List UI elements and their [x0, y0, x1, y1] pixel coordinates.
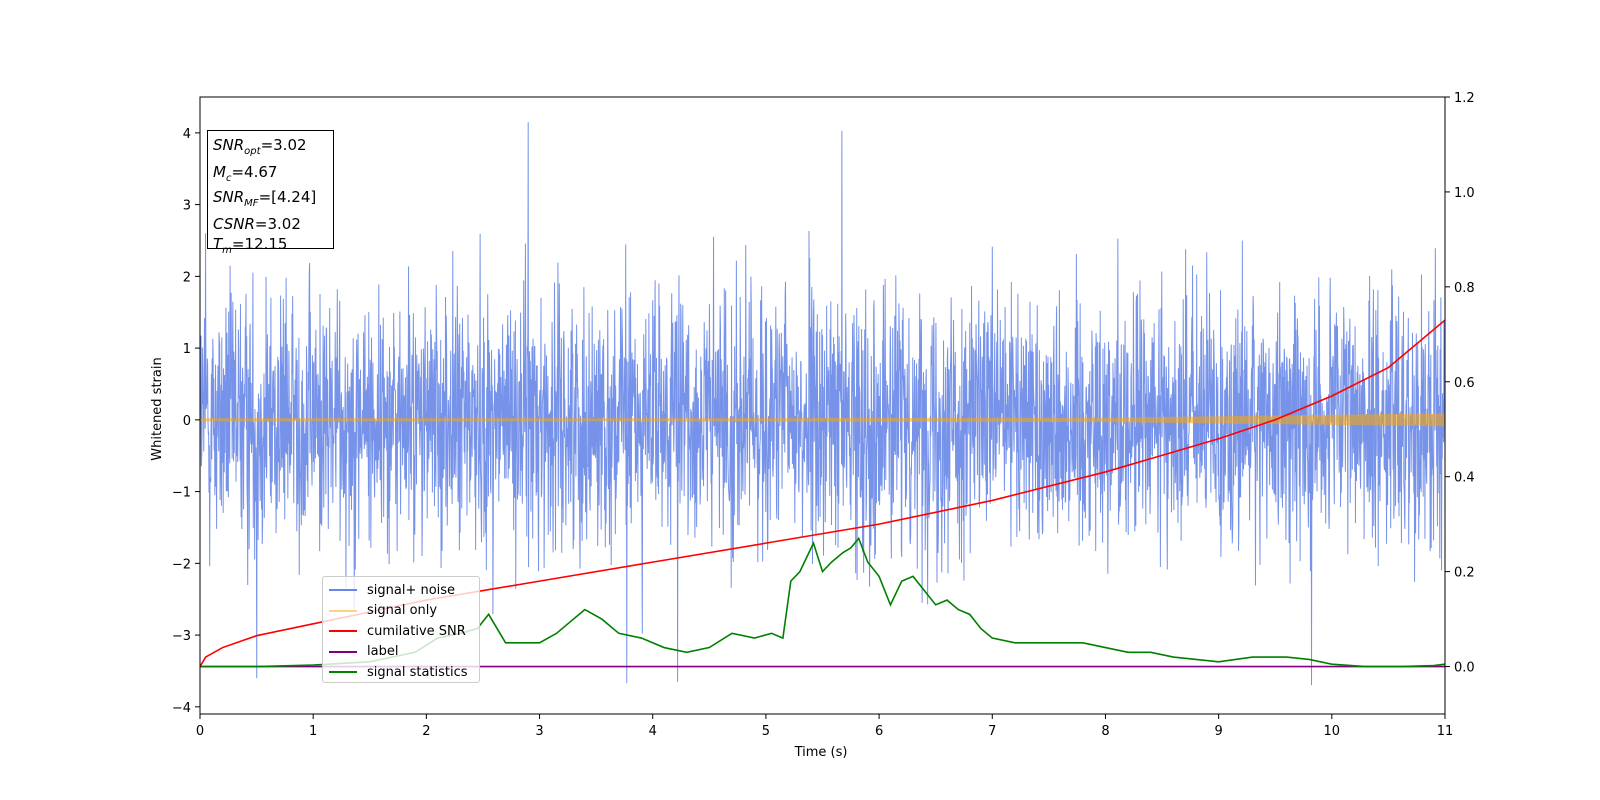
tm-value: =12.15 — [231, 235, 288, 253]
y-tick-label: 3 — [183, 199, 191, 214]
x-tick-label: 7 — [988, 724, 996, 739]
x-axis-title: Time (s) — [794, 745, 848, 760]
legend-swatch — [329, 650, 357, 653]
metrics-annotation-box: SNRopt=3.02 Mc=4.67 SNRMF=[4.24] CSNR=3.… — [207, 130, 334, 256]
series-signal-statistics — [200, 536, 1445, 668]
x-tick-label: 10 — [1324, 724, 1341, 739]
legend-item-label: label — [329, 642, 473, 663]
legend-swatch — [329, 589, 357, 592]
y2-tick-label: 0.8 — [1454, 281, 1475, 296]
snr-mf-value: =[4.24] — [258, 188, 317, 206]
axes: 0 1 2 3 4 5 6 7 8 9 10 1143210−1−2−3−41.21.00.80.60… — [172, 91, 1475, 739]
y2-tick-label: 1.0 — [1454, 186, 1475, 201]
y-tick-label: 0 — [183, 414, 191, 429]
legend: signal+ noise signal only cumilative SNR… — [322, 576, 480, 683]
x-tick-label: 2 — [422, 724, 430, 739]
y2-tick-label: 0.4 — [1454, 471, 1475, 486]
legend-label: signal only — [367, 603, 438, 619]
x-tick-label: 3 — [535, 724, 543, 739]
chirp-mass-value: =4.67 — [231, 163, 278, 181]
plot-frame — [199, 96, 1446, 715]
chirp-mass-line: Mc=4.67 — [213, 163, 278, 184]
legend-label: signal statistics — [367, 664, 468, 680]
legend-item-signal-only: signal only — [329, 601, 473, 622]
y2-tick-label: 0.0 — [1454, 661, 1475, 676]
y-tick-label: −3 — [172, 629, 191, 644]
y-tick-label: 4 — [183, 127, 191, 142]
x-tick-label: 11 — [1437, 724, 1454, 739]
y-tick-label: −2 — [172, 557, 191, 572]
csnr-line: CSNR=3.02 — [213, 215, 301, 233]
y-axis-title: Whitened strain — [150, 357, 165, 460]
tm-line: Tm=12.15 — [213, 235, 288, 256]
snr-opt-line: SNRopt=3.02 — [213, 136, 307, 157]
legend-label: label — [367, 644, 399, 660]
x-tick-label: 1 — [309, 724, 317, 739]
x-tick-label: 8 — [1101, 724, 1109, 739]
y-tick-label: 1 — [183, 342, 191, 357]
y-tick-label: −1 — [172, 486, 191, 501]
legend-item-signal-noise: signal+ noise — [329, 580, 473, 601]
snr-opt-value: =3.02 — [260, 136, 307, 154]
legend-label: signal+ noise — [367, 582, 456, 598]
y-tick-label: 2 — [183, 270, 191, 285]
legend-label: cumilative SNR — [367, 623, 466, 639]
x-tick-label: 0 — [196, 724, 204, 739]
legend-swatch — [329, 609, 357, 612]
y2-tick-label: 0.2 — [1454, 566, 1475, 581]
legend-swatch — [329, 630, 357, 633]
x-tick-label: 9 — [1214, 724, 1222, 739]
legend-item-cumulative-snr: cumilative SNR — [329, 621, 473, 642]
x-tick-label: 4 — [649, 724, 657, 739]
x-tick-label: 5 — [762, 724, 770, 739]
y2-tick-label: 1.2 — [1454, 91, 1475, 106]
csnr-value: =3.02 — [254, 215, 301, 233]
y-tick-label: −4 — [172, 701, 191, 716]
legend-swatch — [329, 671, 357, 674]
y2-tick-label: 0.6 — [1454, 376, 1475, 391]
legend-item-signal-statistics: signal statistics — [329, 662, 473, 683]
series-cumulative-snr — [200, 319, 1445, 667]
series-signal-noise — [200, 122, 1445, 686]
x-tick-label: 6 — [875, 724, 883, 739]
series-signal-only — [200, 413, 1445, 427]
snr-mf-line: SNRMF=[4.24] — [213, 188, 317, 209]
